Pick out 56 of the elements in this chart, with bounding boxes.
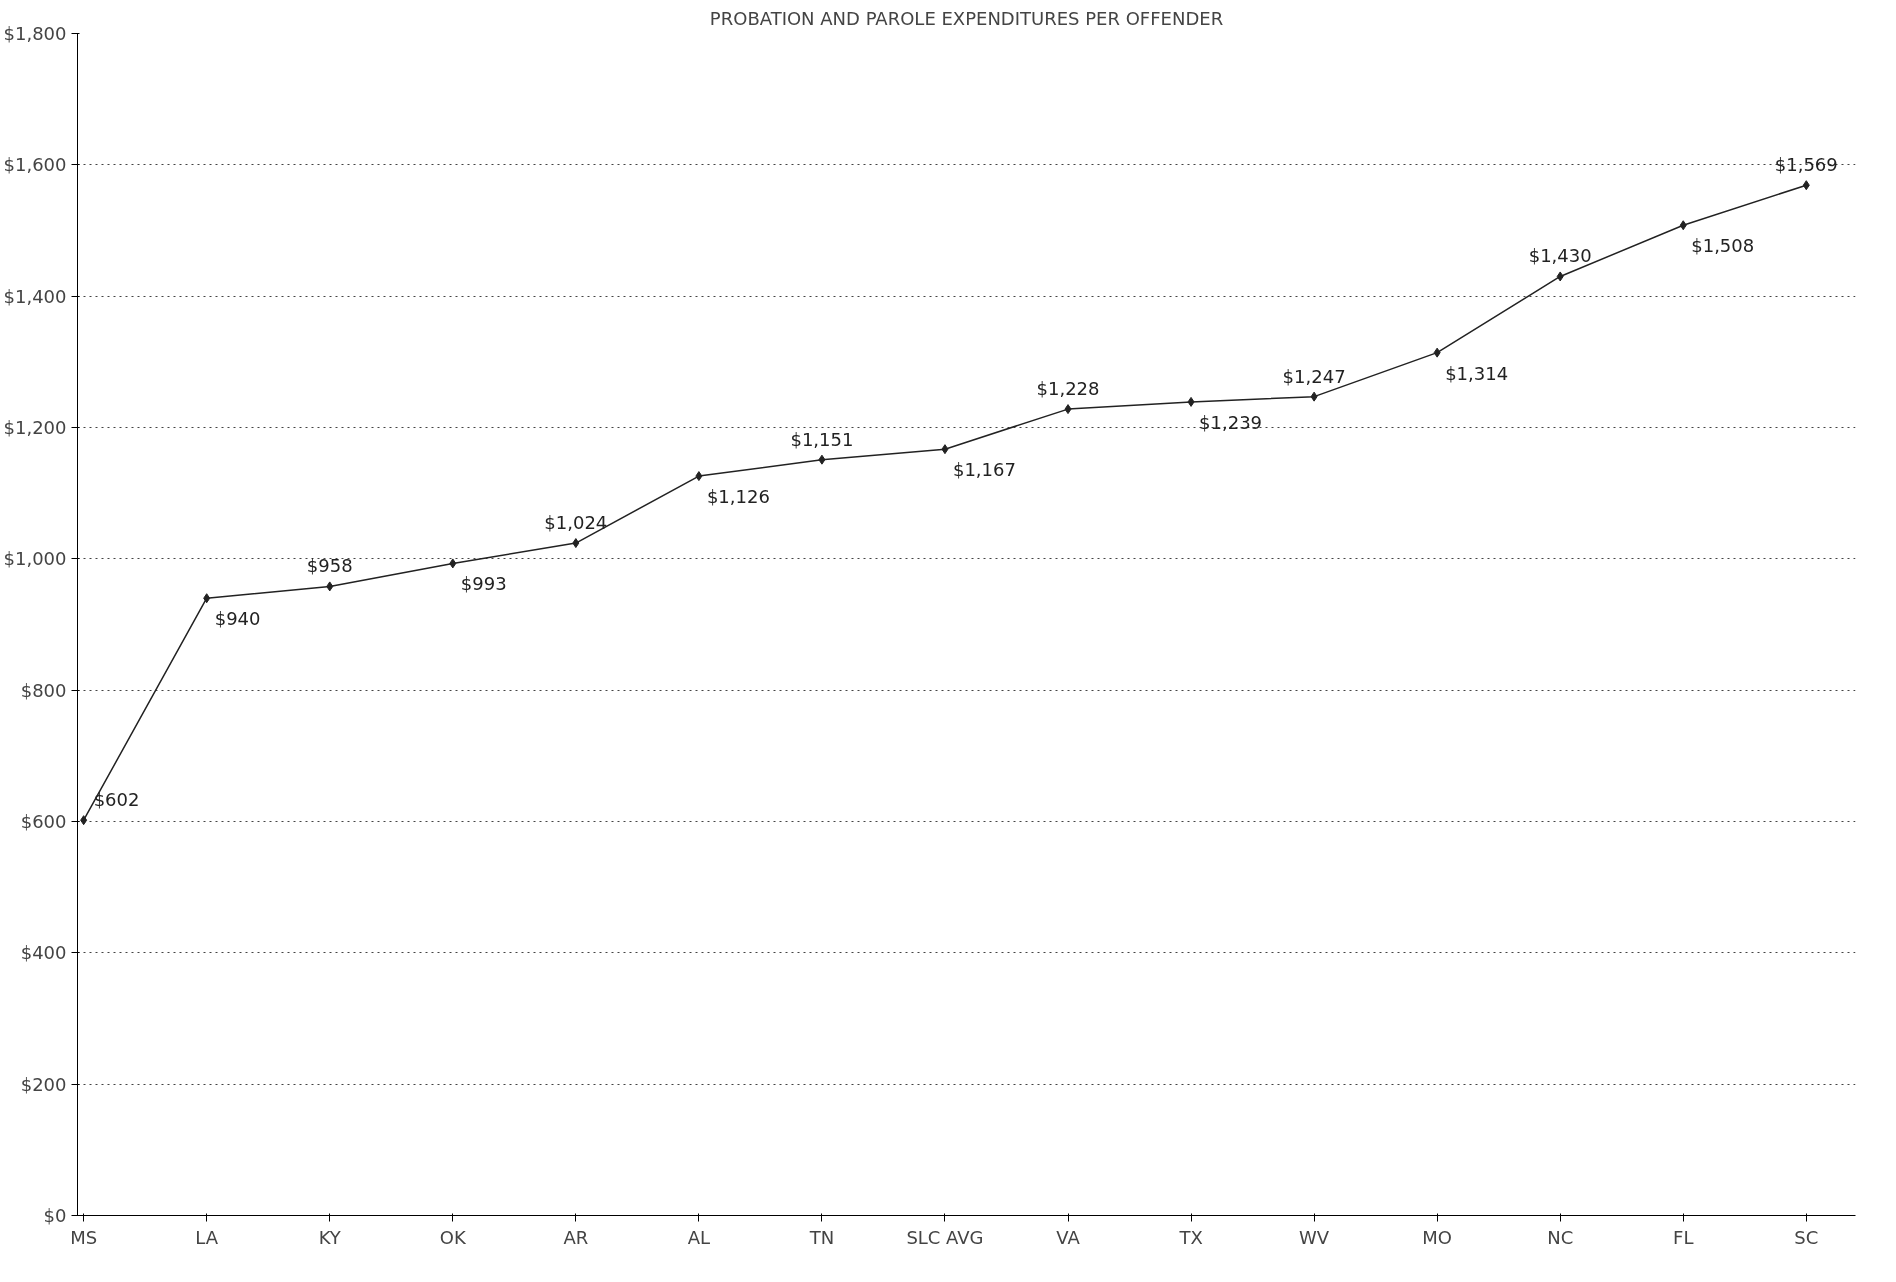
y-tick-label: $1,600 [3,154,67,176]
point [1556,271,1564,282]
text: $958 [306,555,353,577]
y-tick-label: $800 [20,679,67,701]
y-tick-label: $200 [20,1073,67,1095]
x-tick-label: SLC AVG [906,1226,984,1248]
point [695,471,703,482]
point [1679,220,1687,231]
x-tick-label: FL [1673,1226,1694,1248]
y-tick-label: $1,200 [3,417,67,438]
text: $1,239 [1199,411,1263,433]
text: $1,024 [544,512,608,534]
x-tick-label: LA [195,1226,219,1248]
y-tick-label: $0 [43,1205,67,1226]
text: $1,508 [1691,235,1755,257]
y-tick-label: $400 [20,942,67,964]
point [326,581,334,592]
text: $1,430 [1528,245,1592,267]
text: $602 [93,789,140,811]
x-tick-label: VA [1056,1226,1081,1248]
y-tick-label: $1,800 [3,23,67,44]
y-tick-label: $1,400 [3,285,67,307]
x-tick-label: OK [439,1226,467,1248]
text: $1,247 [1282,365,1346,387]
y-tick-label: $1,000 [3,548,67,570]
x-tick-label: MO [1422,1226,1452,1248]
point [1064,404,1072,415]
text: $993 [460,573,507,595]
x-tick-label: SC [1794,1226,1819,1248]
x-tick-label: MS [70,1226,98,1248]
x-tick-label: TX [1178,1226,1203,1248]
point [449,558,457,569]
point [1187,396,1195,407]
text: $1,228 [1036,378,1100,400]
text: $1,126 [706,486,770,508]
x-tick-label: TN [808,1226,835,1248]
y-tick-label: $600 [20,811,67,832]
point [818,454,826,465]
text: $1,167 [952,459,1016,481]
x-tick-label: AL [687,1226,711,1248]
point [203,593,211,604]
x-tick-label: WV [1299,1226,1330,1248]
x-tick-label: KY [318,1226,342,1248]
text: $1,569 [1774,154,1838,176]
x-tick-label: NC [1547,1226,1574,1248]
text: $1,151 [790,428,854,450]
text: $940 [214,608,261,630]
point [1310,391,1318,402]
point [80,815,88,826]
point [1433,347,1441,358]
point [572,538,580,549]
point [941,444,949,455]
chart-title: PROBATION AND PAROLE EXPENDITURES PER OFFENDER [709,7,1224,29]
x-tick-label: AR [563,1226,589,1248]
point [1802,180,1810,191]
text: $1,314 [1445,362,1509,384]
